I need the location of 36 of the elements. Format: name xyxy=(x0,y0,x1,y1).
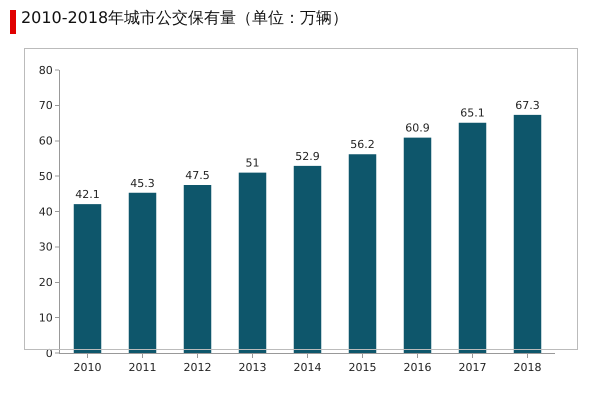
data-label: 60.9 xyxy=(405,122,430,135)
y-tick-label: 20 xyxy=(38,276,53,290)
bar xyxy=(128,192,156,353)
bar xyxy=(458,122,486,353)
x-tick-label: 2013 xyxy=(238,361,266,374)
x-tick-label: 2017 xyxy=(458,361,486,374)
x-tick-label: 2011 xyxy=(128,361,156,374)
data-label: 45.3 xyxy=(130,176,155,190)
data-label: 52.9 xyxy=(295,150,320,163)
bar xyxy=(238,172,266,353)
chart-title: 2010-2018年城市公交保有量（单位：万辆） xyxy=(21,8,348,27)
y-tick-label: 30 xyxy=(38,240,53,254)
y-tick-label: 10 xyxy=(38,311,53,324)
bar xyxy=(348,154,376,353)
y-tick-label: 70 xyxy=(38,99,53,112)
data-label: 65.1 xyxy=(460,106,485,120)
x-tick-label: 2014 xyxy=(294,361,322,374)
bar xyxy=(184,184,212,353)
y-tick-label: 60 xyxy=(38,134,53,148)
data-label: 51 xyxy=(246,156,260,170)
x-tick-label: 2012 xyxy=(184,361,212,374)
y-tick-label: 50 xyxy=(38,170,53,183)
x-tick-label: 2016 xyxy=(404,361,432,374)
data-label: 56.2 xyxy=(350,138,375,152)
data-label: 42.1 xyxy=(75,188,100,202)
data-label: 67.3 xyxy=(515,98,540,112)
bar xyxy=(74,204,102,353)
x-tick-label: 2018 xyxy=(514,361,542,374)
x-tick-label: 2010 xyxy=(74,361,102,374)
bar xyxy=(294,166,322,353)
y-tick-label: 40 xyxy=(38,205,53,218)
bar xyxy=(404,138,432,353)
data-label: 47.5 xyxy=(185,168,210,182)
y-tick-label: 80 xyxy=(38,64,53,77)
x-tick-label: 2015 xyxy=(348,361,376,374)
bar xyxy=(514,114,542,353)
